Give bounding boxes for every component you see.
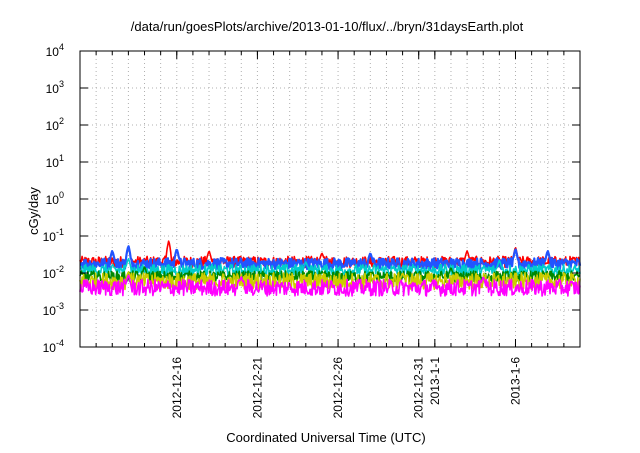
x-tick-label: 2013-1-6 xyxy=(508,357,522,405)
axis-layer: 10-4 10-3 10-2 10-1 100 101 102 103 104 2012-12-1… xyxy=(43,42,581,419)
y-tick-label: 10-4 xyxy=(43,338,64,355)
x-tick-label: 2012-12-16 xyxy=(170,357,184,419)
y-tick-label: 103 xyxy=(46,79,64,96)
y-tick-label: 104 xyxy=(46,42,64,59)
x-tick-label: 2013-1-1 xyxy=(428,357,442,405)
series-line xyxy=(79,257,581,277)
series-line xyxy=(79,245,582,271)
y-tick-label: 100 xyxy=(46,190,64,207)
y-tick-label: 10-1 xyxy=(43,227,64,244)
y-axis-label: cGy/day xyxy=(26,187,41,235)
series-line xyxy=(79,271,581,291)
y-tick-label: 102 xyxy=(46,116,64,133)
y-tick-label: 10-3 xyxy=(43,301,64,318)
x-tick-label: 2012-12-21 xyxy=(250,357,264,419)
x-tick-label: 2012-12-26 xyxy=(331,357,345,419)
series-line xyxy=(79,274,581,297)
y-tick-label: 10-2 xyxy=(43,264,64,281)
plot-frame xyxy=(79,50,581,348)
series-layer xyxy=(79,240,582,297)
y-tick-label: 101 xyxy=(46,153,64,170)
grid-layer xyxy=(80,51,580,347)
x-axis-label: Coordinated Universal Time (UTC) xyxy=(226,430,425,445)
x-tick-label: 2012-12-31 xyxy=(412,357,426,419)
chart-title: /data/run/goesPlots/archive/2013-01-10/f… xyxy=(131,19,524,34)
